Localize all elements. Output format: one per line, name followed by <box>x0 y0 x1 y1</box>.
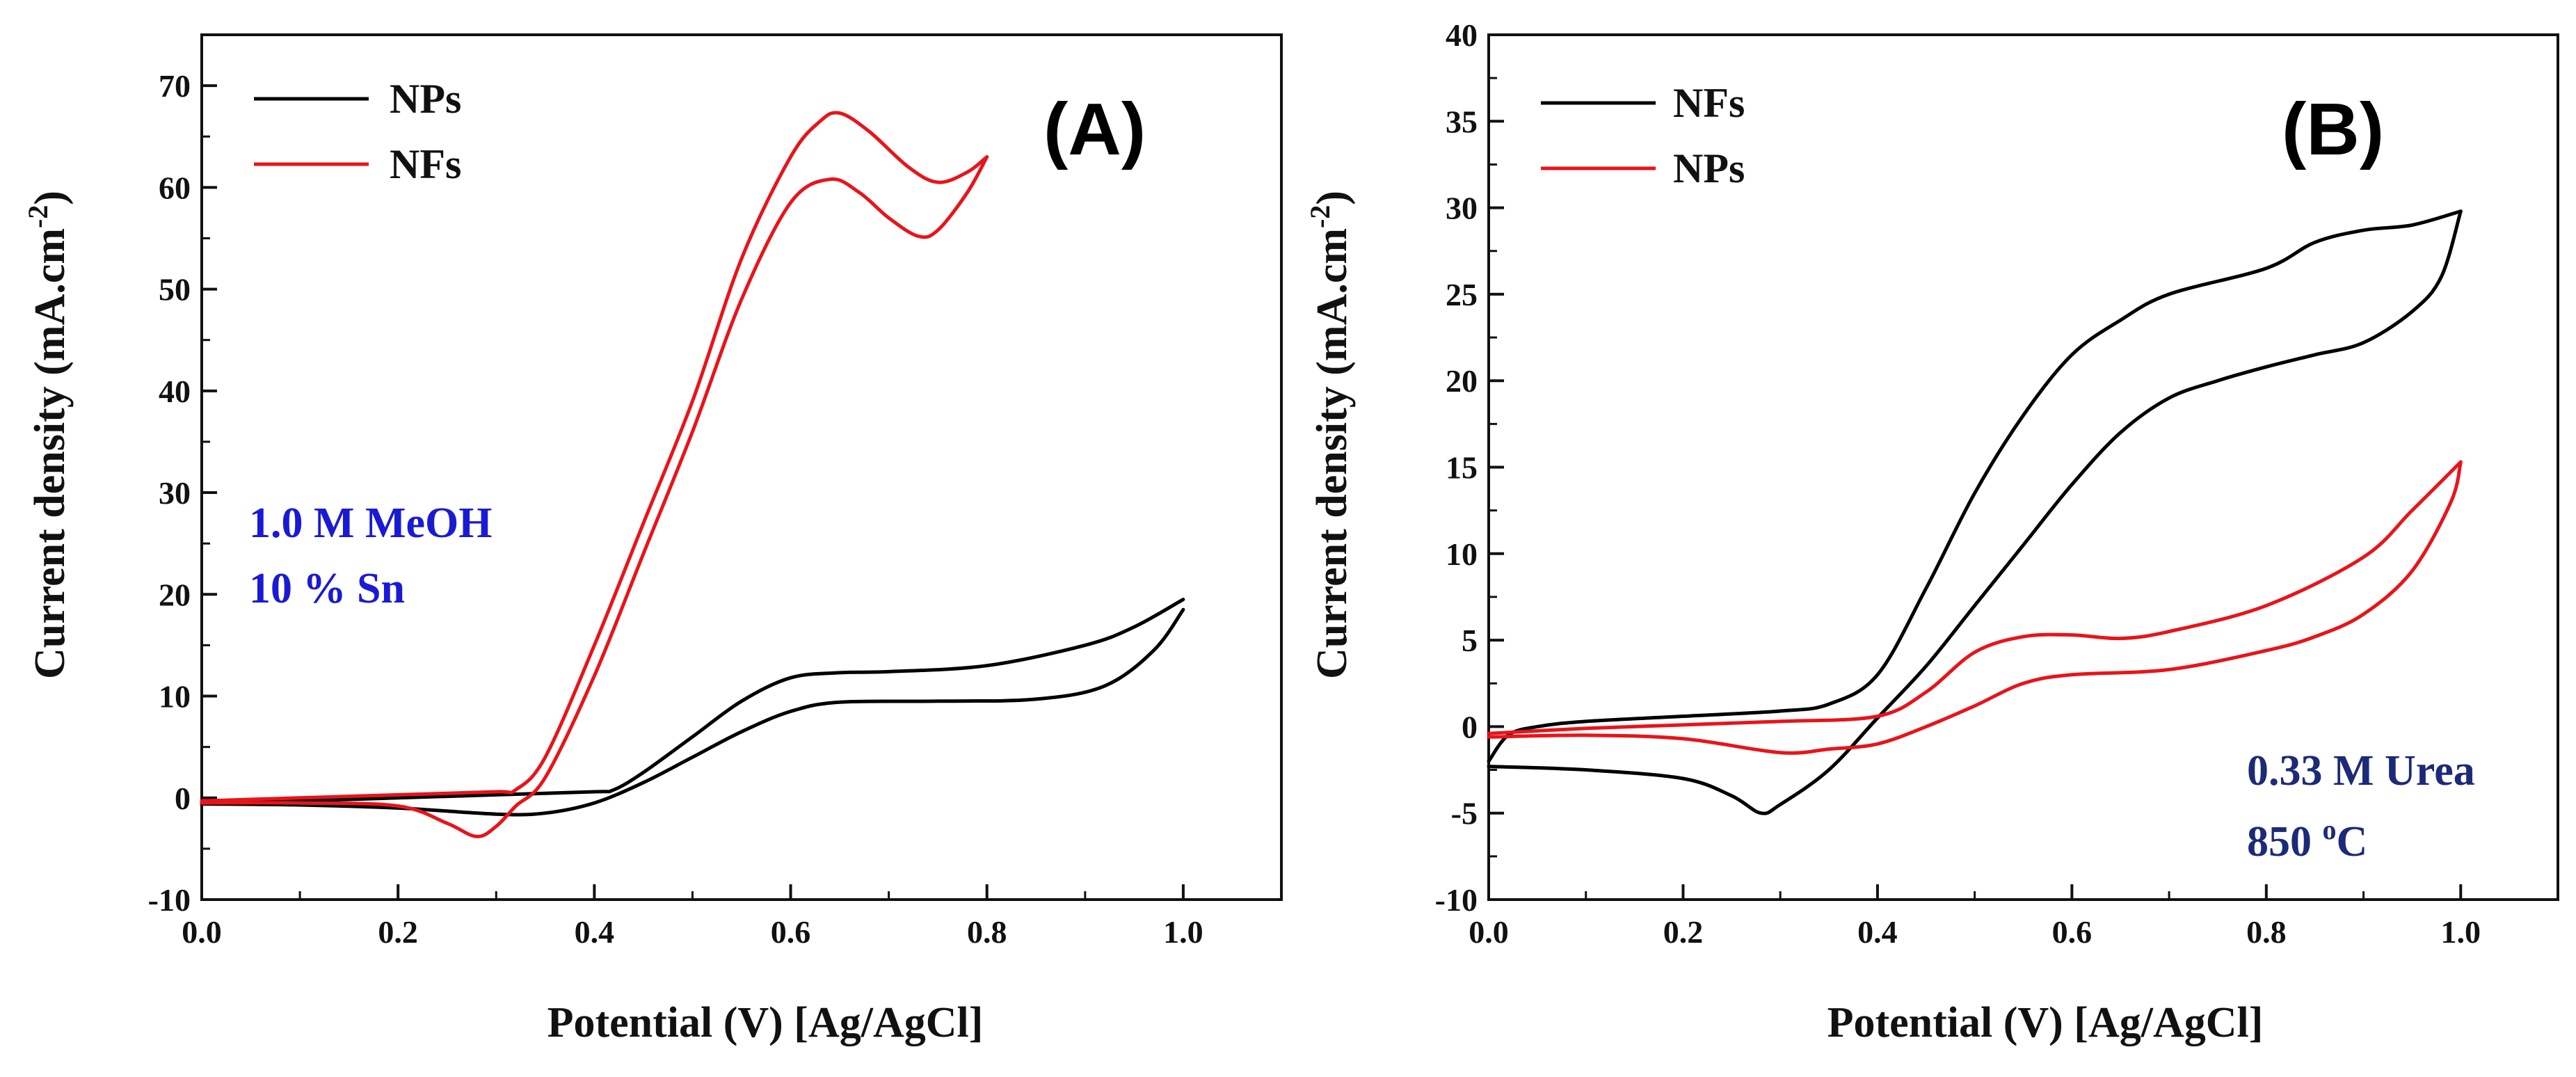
panel-a-x-tick-labels: 0.0 0.2 0.4 0.6 0.8 1.0 <box>182 914 1203 950</box>
series-nps-forward-scan <box>1487 460 2463 735</box>
x-tick-label: 0.2 <box>378 914 418 950</box>
panel-a-annotation-composition: 10 % Sn <box>249 565 405 612</box>
y-tick-label: 25 <box>1446 277 1478 312</box>
y-tick-label: 15 <box>1446 450 1478 486</box>
panel-b-plot-area <box>1487 33 2559 901</box>
series-nps-forward-scan <box>200 598 1185 805</box>
series-nfs-forward-scan <box>1487 209 2463 763</box>
y-tick-label: 20 <box>159 577 191 612</box>
panel-b-annotation-temperature: 850 oC <box>2247 814 2367 865</box>
panel-b-legend-label-nfs: NFs <box>1673 80 1745 126</box>
y-tick-label: 30 <box>1446 191 1478 226</box>
panel-b-y-tick-labels: -10 -5 0 5 10 15 20 25 30 35 40 <box>1435 17 1478 918</box>
x-tick-label: 0.6 <box>771 914 811 950</box>
y-tick-label: 0 <box>1462 709 1478 744</box>
panel-b-legend: NFs NPs <box>1541 80 1745 191</box>
y-tick-label: 70 <box>159 68 191 104</box>
x-tick-label: 0.8 <box>967 914 1007 950</box>
y-tick-label: -10 <box>1435 882 1478 918</box>
panel-a-legend-label-nfs: NFs <box>390 141 461 187</box>
y-tick-label: 20 <box>1446 363 1478 399</box>
panel-b-y-axis-label: Current density (mA.cm-2) <box>1304 191 1356 679</box>
panel-a-annotation-electrolyte: 1.0 M MeOH <box>249 500 493 547</box>
series-nfs-reverse-scan <box>1487 209 2463 815</box>
panel-b-x-axis-label: Potential (V) [Ag/AgCl] <box>1827 999 2264 1046</box>
series-nfs-forward-scan <box>200 111 989 803</box>
x-tick-label: 0.4 <box>575 914 615 950</box>
y-tick-label: 10 <box>1446 536 1478 572</box>
panel-b-axis-ticks <box>1487 33 2463 901</box>
y-tick-label: 30 <box>159 475 191 511</box>
panel-a-plot-area <box>200 33 1283 901</box>
x-tick-label: 0.6 <box>2052 914 2093 950</box>
panel-b-series <box>1487 209 2463 815</box>
y-tick-label: 50 <box>159 272 191 308</box>
panel-b-label: (B) <box>2282 88 2384 170</box>
x-tick-label: 0.4 <box>1857 914 1898 950</box>
y-tick-label: 0 <box>175 781 191 816</box>
x-tick-label: 1.0 <box>2441 914 2481 950</box>
panel-b-chart: 0.0 0.2 0.4 0.6 0.8 1.0 -10 -5 0 5 10 15 20 25 30 35 40… <box>1304 17 2559 1046</box>
x-tick-label: 0.0 <box>182 914 222 950</box>
panel-a-frame <box>200 33 1283 901</box>
x-tick-label: 1.0 <box>1163 914 1203 950</box>
y-tick-label: -5 <box>1451 796 1478 831</box>
y-tick-label: 40 <box>1446 17 1478 53</box>
panel-a-chart: 0.0 0.2 0.4 0.6 0.8 1.0 -10 0 10 20 30 40 50 60 70 Po… <box>22 33 1283 1046</box>
panel-a-y-tick-labels: -10 0 10 20 30 40 50 60 70 <box>148 68 191 918</box>
y-tick-label: 5 <box>1462 623 1478 658</box>
panel-a-series <box>200 111 1185 838</box>
y-tick-label: -10 <box>148 882 191 918</box>
y-tick-label: 60 <box>159 170 191 205</box>
x-tick-label: 0.0 <box>1469 914 1509 950</box>
series-nps-reverse-scan <box>1487 460 2463 755</box>
panel-b-x-tick-labels: 0.0 0.2 0.4 0.6 0.8 1.0 <box>1469 914 2481 950</box>
panel-a-label: (A) <box>1043 88 1146 170</box>
y-tick-label: 40 <box>159 374 191 409</box>
panel-b-annotation-electrolyte: 0.33 M Urea <box>2247 747 2475 795</box>
series-nfs-reverse-scan <box>200 155 989 838</box>
y-tick-label: 35 <box>1446 104 1478 139</box>
panel-b-legend-label-nps: NPs <box>1673 145 1745 191</box>
panel-a-y-axis-label: Current density (mA.cm-2) <box>22 191 74 679</box>
y-tick-label: 10 <box>159 679 191 715</box>
panel-a-axis-ticks <box>200 84 1185 901</box>
series-nps-reverse-scan <box>200 607 1185 817</box>
panel-a-x-axis-label: Potential (V) [Ag/AgCl] <box>547 999 984 1046</box>
panel-a-legend: NPs NFs <box>254 76 461 187</box>
panel-a-legend-label-nps: NPs <box>390 76 461 122</box>
x-tick-label: 0.2 <box>1663 914 1704 950</box>
x-tick-label: 0.8 <box>2246 914 2287 950</box>
